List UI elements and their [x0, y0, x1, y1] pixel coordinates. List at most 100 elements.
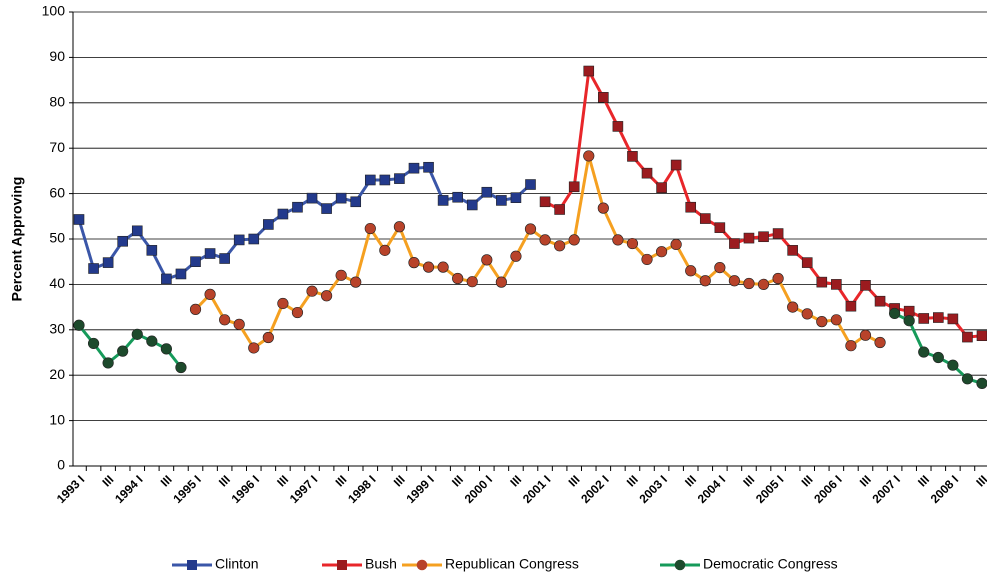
marker	[903, 305, 915, 317]
marker	[408, 162, 420, 174]
marker	[379, 244, 391, 256]
marker	[437, 261, 449, 273]
y-axis-label: Percent Approving	[9, 177, 25, 302]
marker	[787, 301, 799, 313]
marker	[976, 377, 987, 389]
marker	[393, 221, 406, 233]
marker	[452, 272, 464, 285]
y-tick-label: 40	[49, 275, 65, 291]
marker	[452, 191, 463, 203]
marker	[583, 150, 595, 162]
x-tick-label: III	[158, 472, 175, 489]
marker	[539, 234, 551, 246]
marker	[772, 272, 784, 285]
marker	[248, 233, 260, 245]
marker	[131, 225, 143, 237]
x-tick-label: III	[274, 472, 291, 489]
marker	[699, 213, 711, 224]
marker	[816, 316, 828, 328]
marker	[874, 336, 886, 349]
marker	[306, 285, 318, 297]
marker	[831, 279, 842, 290]
y-tick-label: 50	[49, 230, 65, 246]
marker	[496, 195, 507, 206]
marker	[219, 253, 230, 264]
marker	[291, 306, 304, 319]
marker	[758, 231, 769, 243]
marker	[889, 307, 901, 320]
legend-label: Clinton	[215, 556, 259, 572]
marker	[874, 295, 886, 307]
series-line	[544, 66, 983, 339]
marker	[320, 290, 333, 302]
marker	[88, 263, 99, 274]
marker	[859, 329, 872, 341]
marker	[481, 254, 493, 266]
marker	[933, 312, 944, 323]
legend-label: Bush	[365, 556, 397, 572]
marker	[117, 345, 129, 357]
marker	[364, 174, 376, 186]
y-tick-label: 60	[49, 184, 65, 200]
marker	[525, 179, 536, 190]
x-tick-label: III	[799, 472, 816, 489]
marker	[918, 313, 930, 324]
marker	[102, 357, 114, 369]
x-tick-label: III	[566, 472, 583, 489]
marker	[655, 246, 668, 258]
marker	[437, 195, 449, 206]
marker	[190, 256, 201, 268]
x-tick-label: 2006 I	[811, 472, 844, 505]
y-tick-label: 20	[49, 366, 65, 382]
marker	[903, 315, 915, 327]
marker	[204, 288, 216, 300]
marker	[87, 337, 100, 350]
marker	[598, 92, 609, 103]
marker	[466, 276, 478, 288]
marker	[539, 196, 551, 208]
marker	[510, 250, 522, 262]
marker	[73, 214, 85, 225]
marker	[699, 275, 711, 287]
marker	[219, 314, 231, 326]
marker	[728, 275, 741, 287]
marker	[233, 318, 245, 330]
marker	[743, 277, 755, 290]
marker	[394, 173, 405, 184]
marker	[729, 238, 740, 249]
marker	[204, 248, 216, 259]
marker	[146, 335, 158, 347]
marker	[962, 331, 973, 343]
x-tick-label: III	[216, 472, 233, 489]
legend-item: Republican Congress	[402, 556, 579, 572]
marker	[670, 238, 682, 251]
x-tick-label: III	[857, 472, 874, 489]
marker	[554, 204, 565, 215]
marker	[670, 159, 682, 171]
marker	[583, 65, 595, 77]
legend-label: Democratic Congress	[703, 556, 838, 572]
x-tick-label: 2007 I	[869, 472, 902, 505]
marker	[685, 265, 697, 277]
y-tick-label: 100	[42, 3, 66, 19]
y-tick-label: 80	[49, 94, 65, 110]
marker	[932, 351, 944, 364]
marker	[335, 269, 347, 281]
x-tick-label: III	[624, 472, 641, 489]
y-tick-label: 30	[49, 321, 65, 337]
marker	[612, 121, 624, 132]
marker	[350, 196, 362, 208]
x-tick-label: III	[333, 472, 350, 489]
marker	[102, 257, 114, 268]
x-tick-label: III	[391, 472, 408, 489]
marker	[801, 308, 813, 320]
marker	[306, 192, 318, 204]
x-tick-label: 1994 I	[112, 472, 145, 505]
x-tick-label: 1999 I	[403, 472, 436, 505]
marker	[131, 328, 143, 340]
legend-item: Bush	[322, 556, 397, 572]
x-tick-label: III	[449, 472, 466, 489]
marker	[568, 234, 580, 246]
marker	[408, 257, 420, 269]
marker	[292, 201, 303, 213]
